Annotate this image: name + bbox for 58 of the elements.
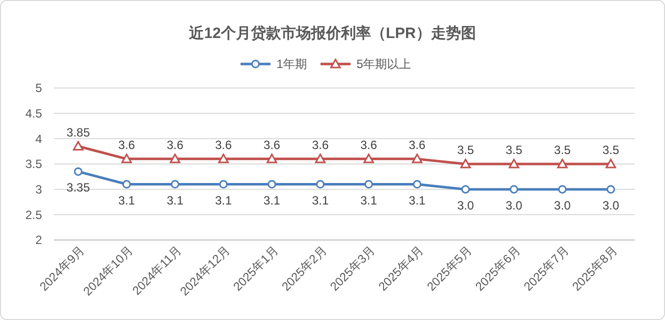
data-label: 3.6 [166, 138, 184, 152]
data-label: 3.85 [66, 125, 90, 140]
point [122, 180, 131, 189]
data-label: 3.5 [554, 143, 572, 157]
point [412, 154, 422, 164]
point [363, 154, 374, 164]
chart-title: 近12个月贷款市场报价利率（LPR）走势图 [188, 24, 476, 42]
point [218, 154, 229, 164]
point [510, 185, 518, 194]
data-label: 3.0 [554, 198, 572, 212]
data-label: 3.0 [506, 198, 523, 212]
point [72, 141, 84, 151]
point [606, 158, 616, 168]
y-tick-label: 2.5 [25, 208, 42, 222]
point [557, 158, 568, 168]
point [558, 185, 567, 194]
point [412, 180, 422, 189]
data-label: 3.6 [118, 138, 136, 152]
data-label: 3.5 [457, 143, 474, 157]
point [170, 154, 180, 164]
data-label: 3.1 [264, 193, 281, 208]
data-label: 3.6 [312, 138, 329, 152]
point [74, 167, 82, 176]
data-label: 3.1 [215, 193, 232, 208]
data-label: 3.1 [408, 193, 426, 208]
data-label: 3.6 [360, 138, 378, 152]
data-label: 3.5 [602, 143, 620, 157]
point [508, 158, 520, 168]
data-label: 3.0 [457, 198, 474, 212]
data-label: 3.6 [408, 138, 426, 152]
point [315, 154, 326, 164]
y-tick-label: 3.5 [25, 157, 42, 172]
point [268, 180, 276, 189]
data-label: 3.1 [118, 193, 136, 208]
point [170, 180, 180, 189]
y-tick-label: 3 [35, 182, 42, 197]
legend-label: 5年期以上 [356, 57, 412, 72]
point [121, 154, 132, 164]
data-label: 3.6 [215, 138, 232, 152]
point [460, 158, 471, 168]
data-label: 3.0 [602, 198, 620, 212]
point [266, 154, 278, 164]
legend-label: 1年期 [276, 57, 308, 72]
y-tick-label: 4.5 [25, 106, 42, 121]
point [461, 185, 470, 194]
data-label: 3.1 [360, 193, 378, 208]
point [606, 185, 616, 194]
data-label: 3.35 [66, 180, 90, 195]
point [316, 180, 325, 189]
data-label: 3.1 [166, 193, 184, 208]
data-label: 3.1 [312, 193, 329, 208]
data-label: 3.6 [264, 138, 281, 152]
y-tick-label: 5 [35, 81, 42, 96]
y-tick-label: 2 [35, 233, 42, 248]
point [219, 180, 228, 189]
y-tick-label: 4 [35, 132, 42, 146]
data-label: 3.5 [506, 143, 523, 157]
point [364, 180, 373, 189]
